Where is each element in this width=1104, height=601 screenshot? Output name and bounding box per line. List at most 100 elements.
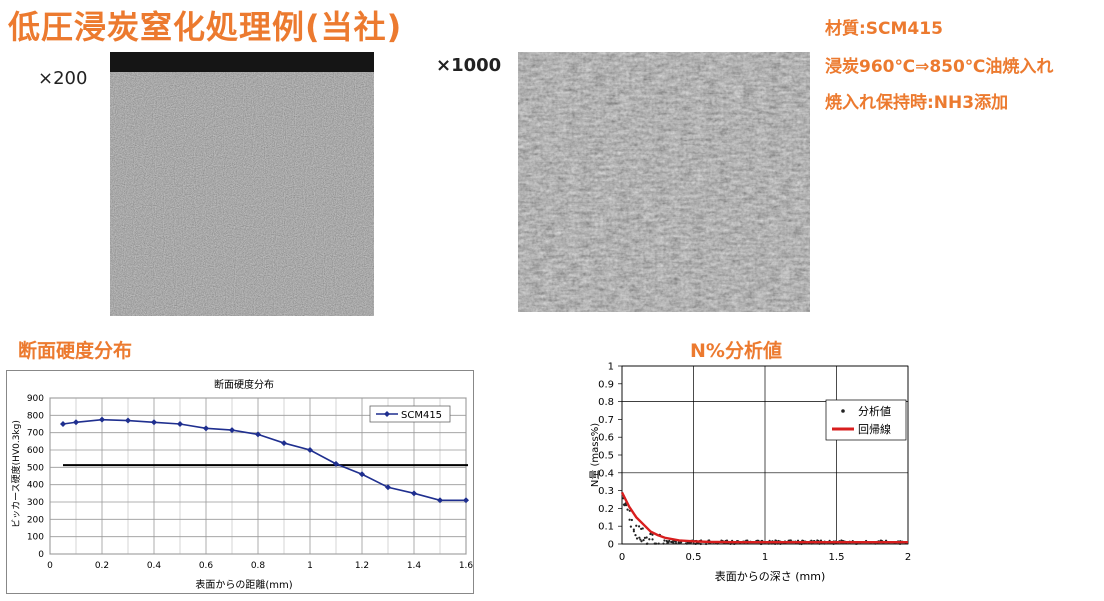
y-tick-label: 0.5 (598, 451, 614, 462)
y-tick-label: 300 (27, 498, 44, 508)
y-tick-label: 0.7 (598, 415, 614, 426)
y-tick-label: 0.9 (598, 379, 614, 390)
data-point (125, 417, 131, 424)
data-point (642, 539, 645, 542)
y-tick-label: 400 (27, 481, 44, 491)
plot-area: 0 0.5 1 1.5 2 0 0.1 0.2 0.3 0.4 0.5 0.6 0.7 0.8 0.9 1 分析… (598, 362, 911, 564)
data-point (635, 537, 639, 540)
y-tick-label: 0.2 (598, 504, 614, 515)
data-point (151, 419, 157, 426)
x-tick-label: 0 (47, 561, 53, 571)
legend: SCM415 (369, 405, 451, 423)
micrograph-x200 (110, 52, 374, 316)
data-point (411, 490, 417, 497)
hardness-chart: 断面硬度分布 表面からの距離(mm) ビッカース硬度(HV0.3kg) 0 0.2… (6, 370, 474, 594)
x-tick-label: 1.6 (459, 561, 474, 571)
data-point (385, 484, 391, 491)
data-point (640, 540, 643, 543)
x-tick-label: 1.4 (407, 561, 422, 571)
y-tick-label: 1 (608, 362, 614, 373)
y-tick-label: 0.8 (598, 397, 614, 408)
micrograph-x1000 (518, 52, 810, 312)
data-point (648, 538, 651, 541)
data-point (281, 440, 287, 447)
data-point (704, 542, 708, 546)
data-point (639, 538, 642, 541)
data-point (177, 421, 183, 427)
y-tick-label: 0.6 (598, 433, 614, 444)
data-point (629, 525, 632, 528)
data-point (692, 542, 695, 545)
data-point (255, 431, 261, 438)
regression-line (620, 491, 908, 544)
data-point (653, 542, 656, 545)
data-point (632, 528, 635, 531)
data-point (657, 542, 660, 545)
data-point (641, 527, 644, 530)
x-tick-label: 0.2 (95, 561, 109, 571)
y-tick-label: 900 (27, 394, 44, 404)
y-axis-label: ビッカース硬度(HV0.3kg) (10, 420, 22, 528)
data-point (643, 536, 647, 539)
plot-area: 0 0.2 0.4 0.6 0.8 1 1.2 1.4 1.6 0 100 200 300 400 500 6… (27, 394, 474, 571)
x-tick-label: 1 (307, 561, 313, 571)
x-tick-label: 0.4 (147, 561, 162, 571)
legend-box (369, 405, 451, 423)
x-tick-label: 1 (762, 552, 768, 563)
data-point (60, 421, 66, 427)
legend-marker (841, 409, 845, 413)
y-tick-label: 0 (608, 540, 614, 551)
data-point (203, 425, 209, 432)
hardness-section-title: 断面硬度分布 (18, 340, 133, 362)
data-point (759, 542, 763, 546)
x-tick-label: 1.5 (829, 552, 845, 563)
y-tick-label: 0.4 (598, 468, 614, 479)
data-point (645, 542, 648, 545)
data-point (645, 536, 648, 539)
data-point (635, 524, 638, 527)
data-point (623, 504, 626, 507)
legend-box (825, 399, 907, 441)
data-point (333, 460, 339, 467)
legend-label: 回帰線 (858, 422, 891, 436)
nitrogen-chart: 表面からの深さ (mm) N量 (mass%) 0 0.5 1 1.5 2 0 0.1 0.2… (589, 362, 911, 584)
y-tick-label: 800 (27, 411, 44, 421)
data-point (649, 532, 652, 536)
legend-label: SCM415 (401, 410, 442, 421)
x-tick-label: 2 (905, 552, 911, 563)
plot-border (621, 365, 909, 545)
data-point (463, 497, 469, 504)
data-point (674, 542, 678, 545)
ammonia-spec: 焼入れ保持時:NH3添加 (825, 93, 1009, 113)
data-point (630, 518, 633, 522)
data-point (638, 536, 641, 539)
data-point (628, 518, 631, 521)
data-point (667, 541, 670, 544)
data-point (677, 541, 680, 544)
data-point (634, 534, 637, 537)
magnification-low: ×200 (38, 68, 88, 89)
data-point (685, 542, 688, 545)
data-point (359, 471, 365, 478)
data-point (307, 447, 313, 453)
y-tick-label: 0.3 (598, 486, 614, 497)
data-point (637, 525, 641, 528)
data-point (651, 538, 654, 541)
data-point (437, 497, 443, 504)
x-tick-label: 0.5 (686, 552, 702, 563)
data-point (229, 427, 235, 434)
y-tick-label: 500 (27, 463, 44, 473)
magnification-high: ×1000 (436, 55, 502, 76)
data-point (651, 533, 654, 536)
legend-marker (384, 411, 390, 417)
y-tick-label: 700 (27, 429, 44, 439)
data-point (699, 542, 702, 546)
page-title: 低圧浸炭窒化処理例(当社) (8, 8, 403, 46)
data-point (73, 419, 79, 426)
x-tick-label: 0.6 (199, 561, 214, 571)
data-point (625, 504, 628, 507)
y-tick-label: 600 (27, 446, 44, 456)
data-point (694, 542, 697, 546)
x-tick-label: 0 (619, 552, 625, 563)
